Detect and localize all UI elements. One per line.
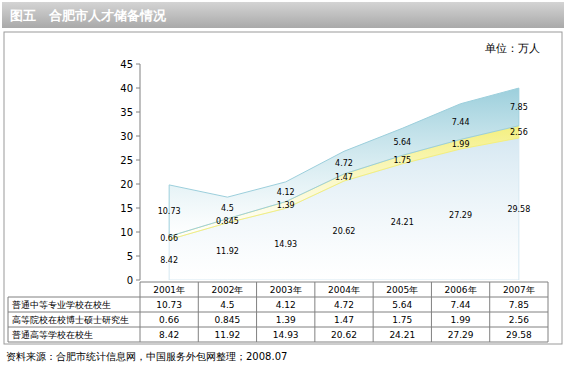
table-line <box>489 282 490 342</box>
data-label: 24.21 <box>391 218 414 227</box>
table-value: 1.47 <box>334 315 354 325</box>
table-line <box>8 327 548 328</box>
y-tick-label: 45 <box>120 59 133 70</box>
y-tick <box>136 232 140 233</box>
data-label: 14.93 <box>274 240 297 249</box>
x-tick-label: 2004年 <box>328 285 360 295</box>
x-tick-label: 2006年 <box>445 285 477 295</box>
x-tick-label: 2005年 <box>386 285 418 295</box>
data-label: 7.85 <box>510 103 528 112</box>
data-label: 10.73 <box>158 207 181 216</box>
table-line <box>140 282 548 283</box>
table-value: 1.75 <box>392 315 412 325</box>
table-line <box>431 282 432 342</box>
y-tick-label: 15 <box>120 203 133 214</box>
data-label: 1.99 <box>452 140 470 149</box>
table-value: 7.44 <box>451 300 471 310</box>
y-tick-label: 10 <box>120 227 133 238</box>
table-value: 4.12 <box>276 300 296 310</box>
table-line <box>256 282 257 342</box>
table-value: 14.93 <box>273 330 299 340</box>
y-tick <box>136 184 140 185</box>
title: 图五 合肥市人才储备情况 <box>10 8 167 23</box>
frame <box>4 32 562 344</box>
table-line <box>198 282 199 342</box>
data-label: 20.62 <box>333 227 356 236</box>
area <box>169 126 519 240</box>
data-label: 0.845 <box>216 217 239 226</box>
y-tick <box>136 160 140 161</box>
table-line <box>8 297 548 298</box>
y-tick-label: 40 <box>120 83 133 94</box>
area <box>169 88 519 236</box>
y-tick-label: 25 <box>120 155 133 166</box>
y-tick <box>136 208 140 209</box>
y-axis <box>140 64 141 280</box>
table-line <box>314 282 315 342</box>
data-label: 4.12 <box>277 188 295 197</box>
data-label: 4.5 <box>221 204 234 213</box>
data-label: 0.66 <box>160 234 178 243</box>
data-label: 5.64 <box>393 138 411 147</box>
data-label: 4.72 <box>335 159 353 168</box>
x-tick-label: 2001年 <box>153 285 185 295</box>
y-tick-label: 30 <box>120 131 133 142</box>
table-value: 5.64 <box>392 300 412 310</box>
table-line <box>8 342 548 343</box>
area <box>169 138 519 280</box>
y-tick-label: 35 <box>120 107 133 118</box>
table-value: 27.29 <box>448 330 474 340</box>
table-line <box>8 297 9 342</box>
table-value: 1.99 <box>451 315 471 325</box>
table-value: 0.66 <box>159 315 179 325</box>
y-tick <box>136 136 140 137</box>
table-value: 2.56 <box>509 315 529 325</box>
table-line <box>548 282 549 342</box>
x-tick-label: 2003年 <box>270 285 302 295</box>
y-tick <box>136 64 140 65</box>
data-label: 8.42 <box>160 256 178 265</box>
table-value: 4.72 <box>334 300 354 310</box>
table-line <box>140 282 141 342</box>
table-value: 24.21 <box>389 330 415 340</box>
data-label: 27.29 <box>449 211 472 220</box>
table-value: 11.92 <box>215 330 241 340</box>
data-label: 1.75 <box>393 156 411 165</box>
y-tick-label: 20 <box>120 179 133 190</box>
table-value: 29.58 <box>506 330 532 340</box>
data-label: 1.47 <box>335 173 353 182</box>
header-bar <box>2 2 564 28</box>
x-tick-label: 2007年 <box>503 285 535 295</box>
table-line <box>373 282 374 342</box>
y-tick <box>136 256 140 257</box>
table-value: 7.85 <box>509 300 529 310</box>
table-value: 20.62 <box>331 330 357 340</box>
table-value: 10.73 <box>156 300 182 310</box>
unit-label: 单位：万人 <box>485 42 540 55</box>
data-label: 1.39 <box>277 201 295 210</box>
table-value: 4.5 <box>220 300 234 310</box>
y-tick-label: 5 <box>127 251 133 262</box>
legend-entry: 普通中等专业学校在校生 <box>12 300 111 310</box>
x-tick-label: 2002年 <box>211 285 243 295</box>
data-label: 2.56 <box>510 128 528 137</box>
y-tick-label: 0 <box>127 275 133 286</box>
data-label: 11.92 <box>216 247 239 256</box>
table-line <box>8 312 548 313</box>
table-value: 1.39 <box>276 315 296 325</box>
chart: 图五 合肥市人才储备情况单位：万人 0 5 10 15 20 25 30 35 40 45 8.42 1… <box>0 0 566 366</box>
legend-entry: 高等院校在校博士硕士研究生 <box>12 315 129 325</box>
plot-area <box>169 88 519 280</box>
data-label: 29.58 <box>507 205 530 214</box>
y-tick <box>136 112 140 113</box>
source: 资料来源：合肥市统计信息网，中国服务外包网整理；2008.07 <box>6 351 287 362</box>
data-label: 7.44 <box>452 118 470 127</box>
table-value: 8.42 <box>159 330 179 340</box>
y-tick <box>136 88 140 89</box>
table-value: 0.845 <box>215 315 241 325</box>
legend-entry: 普通高等学校在校生 <box>12 330 93 340</box>
y-tick <box>136 280 140 281</box>
